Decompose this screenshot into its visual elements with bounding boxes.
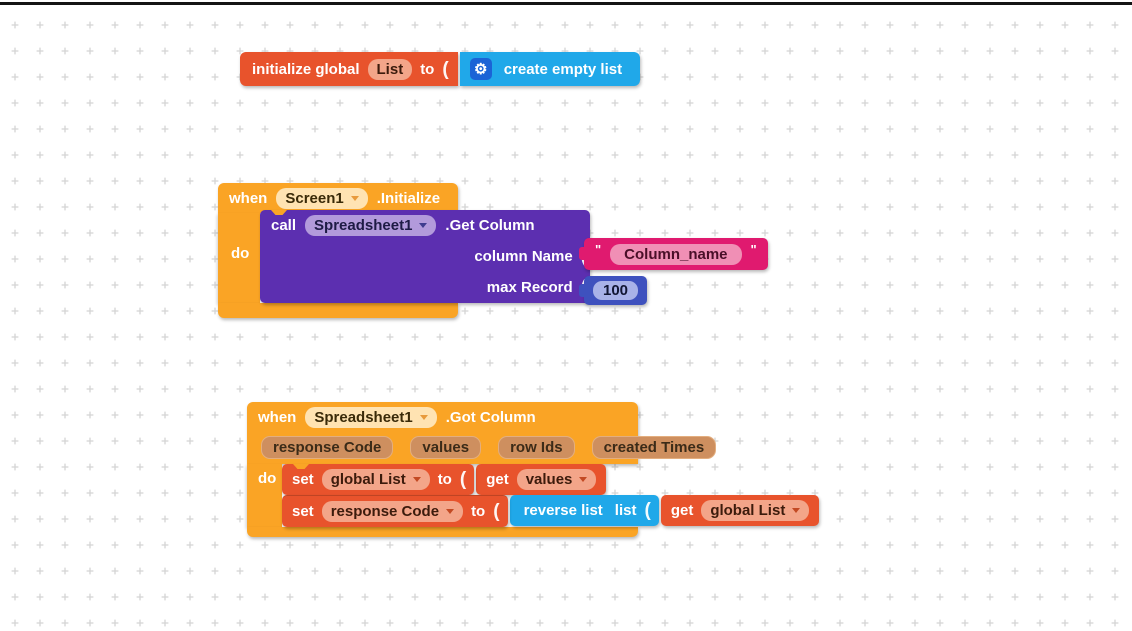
event-left-column[interactable] (218, 213, 260, 303)
number-block[interactable]: 100 (578, 276, 648, 305)
event-param-response-code[interactable]: response Code (261, 435, 394, 459)
dropdown-caret-icon (350, 195, 359, 201)
stack-notch (271, 210, 287, 215)
arg-max-record-label: max Record (486, 279, 573, 296)
call-label: call (271, 217, 297, 234)
dropdown-caret-icon (446, 508, 455, 514)
component-dropdown-spreadsheet1[interactable]: Spreadsheet1 (305, 215, 437, 236)
to-label: to (437, 471, 452, 488)
get-values-block[interactable]: get values (476, 464, 607, 495)
variable-dropdown-global-list[interactable]: global List (701, 500, 810, 521)
variable-name: global List (330, 471, 406, 488)
dropdown-caret-icon (792, 508, 801, 513)
dropdown-caret-icon (579, 477, 588, 482)
event-header[interactable]: when Spreadsheet1 .Got Column response C… (247, 402, 717, 464)
set-response-code-block[interactable]: set response Code to reverse list list g… (282, 494, 820, 527)
create-empty-list-label: create empty list (503, 60, 623, 78)
number-value-field[interactable]: 100 (593, 281, 639, 300)
create-empty-list-block[interactable]: create empty list (459, 52, 641, 86)
when-spreadsheet1-got-column-block[interactable]: when Spreadsheet1 .Got Column response C… (247, 402, 717, 537)
event-param-values[interactable]: values (410, 435, 482, 459)
reverse-list-block[interactable]: reverse list list (509, 495, 659, 526)
when-label: when (229, 189, 268, 207)
text-value-field[interactable]: Column_name (610, 243, 742, 265)
close-quote (751, 246, 757, 263)
component-name: Spreadsheet1 (314, 217, 413, 234)
workspace-top-border (0, 2, 1132, 5)
initialize-global-list-block[interactable]: initialize global List to create empty l… (240, 52, 641, 86)
initialize-global-segment[interactable]: initialize global List to (240, 52, 458, 86)
text-string-block[interactable]: Column_name (579, 238, 768, 270)
get-global-list-block[interactable]: get global List (660, 495, 820, 526)
list-arg-label: list (614, 502, 637, 519)
method-name-label: .Get Column (445, 217, 535, 234)
component-name: Screen1 (285, 189, 344, 207)
event-name-label: .Got Column (445, 409, 536, 426)
set-label: set (292, 502, 314, 520)
do-label: do (258, 470, 277, 487)
variable-dropdown-global-list[interactable]: global List (321, 469, 430, 490)
event-name-label: .Initialize (376, 189, 441, 207)
value-socket (493, 502, 499, 521)
when-screen1-initialize-block[interactable]: when Screen1 .Initialize do (218, 183, 458, 318)
initialize-global-label: initialize global (252, 60, 360, 78)
dropdown-caret-icon (412, 477, 421, 482)
do-label: do (231, 245, 250, 262)
event-left-column[interactable] (247, 464, 282, 527)
mutator-gear-icon[interactable] (469, 58, 492, 80)
value-socket (644, 501, 650, 520)
variable-name: values (525, 471, 573, 488)
text-value: Column_name (624, 245, 728, 263)
set-segment[interactable]: set global List to (282, 464, 475, 495)
to-label: to (420, 60, 435, 78)
call-spreadsheet1-get-column-block[interactable]: call Spreadsheet1 .Get Column column Nam… (260, 210, 590, 303)
event-bottom-bar[interactable] (247, 527, 638, 537)
component-name: Spreadsheet1 (314, 409, 413, 426)
when-label: when (258, 409, 297, 426)
dropdown-caret-icon (419, 415, 428, 420)
value-socket (442, 60, 448, 79)
value-socket (460, 470, 466, 489)
component-dropdown-spreadsheet1[interactable]: Spreadsheet1 (305, 407, 437, 428)
variable-dropdown-values[interactable]: values (516, 469, 597, 490)
open-quote (595, 246, 601, 263)
reverse-list-label: reverse list (523, 502, 603, 519)
stack-notch (293, 464, 309, 469)
variable-dropdown-response-code[interactable]: response Code (321, 500, 464, 522)
variable-name-text: List (376, 60, 404, 78)
event-param-created-times[interactable]: created Times (591, 435, 717, 459)
dropdown-caret-icon (419, 223, 428, 228)
component-dropdown-screen1[interactable]: Screen1 (276, 187, 368, 209)
set-segment[interactable]: set response Code to (282, 494, 508, 527)
get-label: get (670, 502, 694, 519)
event-param-row-ids[interactable]: row Ids (498, 435, 575, 459)
set-global-list-block[interactable]: set global List to get values (282, 464, 607, 495)
number-value: 100 (603, 282, 629, 299)
variable-name: global List (710, 502, 786, 519)
to-label: to (471, 502, 486, 520)
get-label: get (486, 471, 509, 488)
event-header[interactable]: when Screen1 .Initialize (218, 183, 458, 213)
variable-name: response Code (330, 502, 440, 520)
set-label: set (292, 471, 314, 488)
variable-name-field[interactable]: List (367, 58, 413, 80)
event-bottom-bar[interactable] (218, 303, 458, 318)
arg-column-name-label: column Name (474, 248, 573, 265)
